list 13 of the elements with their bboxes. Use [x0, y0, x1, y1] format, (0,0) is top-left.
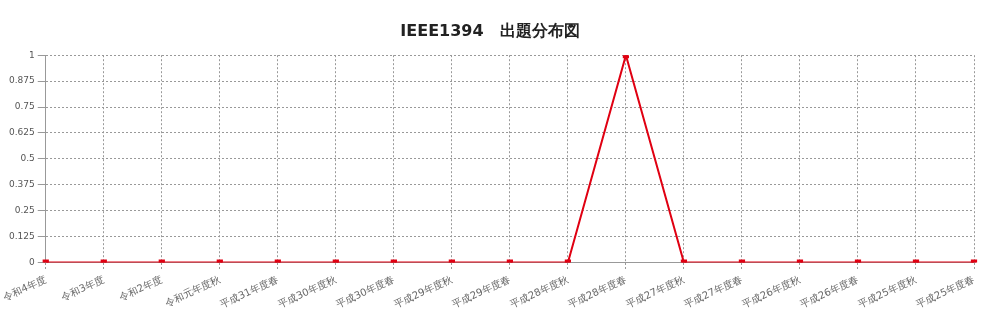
- y-tick-label: 0.375: [9, 179, 35, 190]
- y-tick-label: 0.875: [9, 75, 35, 86]
- chart-title: IEEE1394 出題分布図: [400, 20, 580, 40]
- x-tick-label: 令和2年度: [117, 273, 164, 303]
- y-tick-label: 0.75: [14, 101, 35, 112]
- y-tick-label: 0.25: [14, 205, 35, 216]
- y-tick-label: 0: [29, 256, 36, 267]
- y-tick-label: 0.625: [9, 127, 35, 138]
- y-tick-label: 0.5: [20, 153, 35, 164]
- x-tick-label: 令和4年度: [1, 273, 48, 303]
- y-tick-label: 0.125: [9, 231, 35, 242]
- x-tick-label: 令和3年度: [59, 273, 106, 303]
- y-tick-label: 1: [29, 49, 35, 60]
